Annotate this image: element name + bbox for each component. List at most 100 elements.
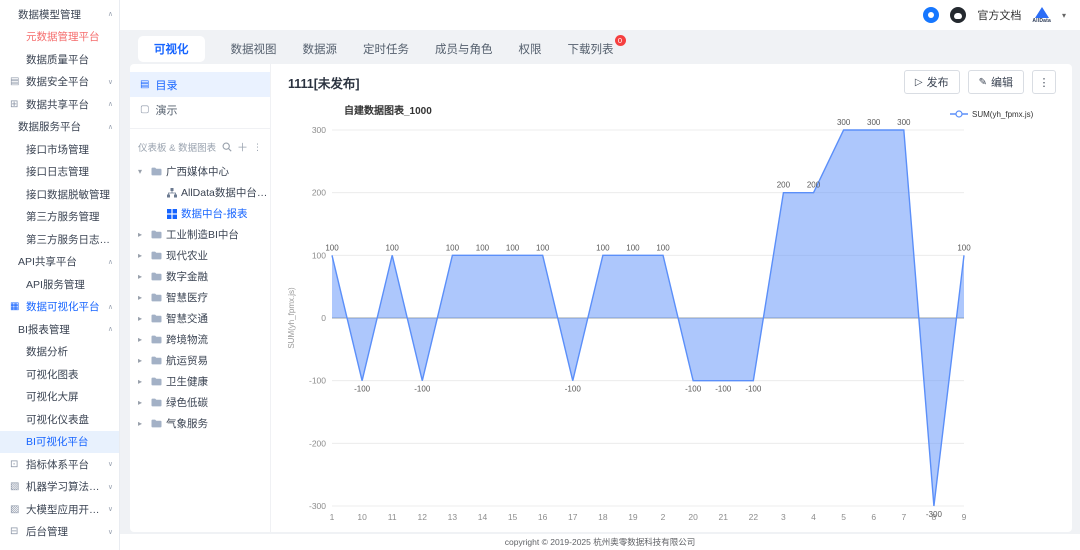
explorer-nav-item[interactable]: ▢ 演示: [130, 97, 270, 122]
share-icon: ⊞: [10, 98, 19, 110]
chevron-down-icon: ∨: [107, 528, 113, 536]
sidebar-item[interactable]: API服务管理: [0, 273, 119, 296]
sidebar-item[interactable]: 可视化图表: [0, 363, 119, 386]
tree-item-label: 卫生健康: [166, 376, 208, 388]
sidebar-item[interactable]: 可视化仪表盘: [0, 408, 119, 431]
sidebar-item[interactable]: ⊡ 指标体系平台 ∨: [0, 453, 119, 476]
github-icon[interactable]: [950, 7, 967, 23]
sidebar-item-label: 数据模型管理: [18, 8, 81, 21]
nav-item-label: 演示: [155, 104, 178, 117]
tree-item[interactable]: ▸ 智慧交通: [130, 308, 270, 329]
more-actions-button[interactable]: ⋮: [1032, 70, 1056, 94]
caret-icon[interactable]: ▸: [138, 377, 143, 386]
community-icon[interactable]: [923, 7, 940, 23]
tab[interactable]: 定时任务: [363, 36, 409, 62]
line-series: [331, 129, 965, 507]
tab-label: 成员与角色: [435, 44, 493, 56]
tab[interactable]: 数据源: [303, 36, 338, 62]
tree-item[interactable]: ▾ 广西媒体中心: [130, 161, 270, 182]
docs-link[interactable]: 官方文档: [977, 10, 1022, 22]
point-label: -100: [715, 385, 732, 394]
sidebar-item-label: 数据质量平台: [26, 53, 89, 66]
tree-item[interactable]: ▸ 现代农业: [130, 245, 270, 266]
sidebar-item[interactable]: 数据模型管理 ∧: [0, 3, 119, 26]
sidebar-item[interactable]: BI可视化平台: [0, 430, 119, 453]
add-icon[interactable]: ＋: [237, 142, 248, 154]
sidebar-item[interactable]: API共享平台 ∧: [0, 251, 119, 274]
tab-label: 可视化: [154, 44, 189, 56]
ml-icon: ▧: [10, 481, 20, 493]
tree-item[interactable]: ▸ 卫生健康: [130, 371, 270, 392]
tree-item[interactable]: ▸ 航运贸易: [130, 350, 270, 371]
caret-icon[interactable]: ▸: [138, 251, 143, 260]
tab[interactable]: 下载列表 0: [568, 35, 626, 62]
explorer-nav: ▤ 目录 ▢ 演示: [130, 72, 270, 122]
sidebar-item[interactable]: ▦ 数据可视化平台 ∧: [0, 296, 119, 319]
sidebar-item-label: 指标体系平台: [26, 458, 89, 471]
sidebar-item[interactable]: 接口日志管理: [0, 161, 119, 184]
sidebar-item[interactable]: 数据分析: [0, 341, 119, 364]
tree-item[interactable]: ▸ 智慧医疗: [130, 287, 270, 308]
caret-icon[interactable]: ▸: [138, 335, 143, 344]
caret-icon[interactable]: ▸: [138, 398, 143, 407]
caret-icon[interactable]: ▸: [138, 419, 143, 428]
sidebar-item[interactable]: 第三方服务管理: [0, 206, 119, 229]
publish-button[interactable]: ▷ 发布: [903, 70, 960, 94]
caret-icon[interactable]: ▸: [138, 272, 143, 281]
caret-icon[interactable]: ▸: [138, 293, 143, 302]
x-tick-label: 5: [841, 512, 846, 522]
caret-icon[interactable]: ▸: [138, 230, 143, 239]
brand-logo[interactable]: AllData: [1032, 6, 1051, 24]
nav-item-icon: ▤: [140, 79, 150, 90]
alldata-logo-icon: [1034, 6, 1049, 18]
tab[interactable]: 权限: [519, 36, 542, 62]
brand-name: AllData: [1032, 17, 1051, 24]
sidebar-item[interactable]: ⊟ 后台管理 ∨: [0, 521, 119, 544]
tree-item-label: 跨境物流: [166, 334, 208, 346]
sidebar-item[interactable]: ▧ 机器学习算法平台 ∨: [0, 476, 119, 499]
more-icon[interactable]: ⋮: [253, 141, 262, 152]
tree-item[interactable]: ▸ 跨境物流: [130, 329, 270, 350]
tree-item[interactable]: ▸ 工业制造BI中台: [130, 224, 270, 245]
y-tick-label: 0: [321, 313, 326, 323]
tree-item[interactable]: ▸ 数字金融: [130, 266, 270, 287]
caret-icon[interactable]: ▸: [138, 314, 143, 323]
tree-item-label: AllData数据中台-数据图...: [181, 187, 270, 199]
edit-icon: ✎: [978, 76, 987, 88]
x-tick-label: 22: [749, 512, 759, 522]
edit-button[interactable]: ✎ 编辑: [967, 70, 1024, 94]
x-tick-label: 4: [811, 512, 816, 522]
tree-item[interactable]: ▸ 气象服务: [130, 413, 270, 434]
badge: 0: [614, 35, 626, 46]
tab[interactable]: 数据视图: [231, 36, 277, 62]
sidebar-item[interactable]: 元数据管理平台: [0, 26, 119, 49]
tree-item[interactable]: ▸ 绿色低碳: [130, 392, 270, 413]
sidebar-item[interactable]: ▤ 数据安全平台 ∨: [0, 71, 119, 94]
tab[interactable]: 成员与角色: [435, 36, 493, 62]
sidebar-item[interactable]: BI报表管理 ∧: [0, 318, 119, 341]
sidebar-item[interactable]: 接口市场管理: [0, 138, 119, 161]
chevron-down-icon[interactable]: ▾: [1061, 10, 1066, 20]
x-tick-label: 12: [418, 512, 428, 522]
tree-item[interactable]: 数据中台-报表: [130, 203, 270, 224]
tree-item[interactable]: AllData数据中台-数据图...: [130, 182, 270, 203]
search-icon[interactable]: [222, 142, 232, 152]
sidebar-item[interactable]: ⊞ 数据共享平台 ∧: [0, 93, 119, 116]
x-tick-label: 18: [598, 512, 608, 522]
point-label: 100: [656, 243, 670, 252]
caret-icon[interactable]: ▸: [138, 356, 143, 365]
point-label: -100: [565, 385, 582, 394]
sidebar-item-label: 接口市场管理: [26, 143, 89, 156]
sidebar-item[interactable]: ▨ 大模型应用开发平台∨: [0, 498, 119, 521]
explorer-nav-item[interactable]: ▤ 目录: [130, 72, 270, 97]
folder-icon: [151, 293, 162, 302]
sidebar-item[interactable]: 数据质量平台: [0, 48, 119, 71]
sidebar-item[interactable]: 数据服务平台 ∧: [0, 116, 119, 139]
sidebar-item[interactable]: 第三方服务日志管理: [0, 228, 119, 251]
legend[interactable]: SUM(yh_fpmx.js): [950, 110, 1034, 119]
tab[interactable]: 可视化: [138, 36, 205, 62]
sidebar-item[interactable]: 接口数据脱敏管理: [0, 183, 119, 206]
caret-icon[interactable]: ▾: [138, 167, 143, 176]
tab-label: 定时任务: [363, 44, 409, 56]
sidebar-item[interactable]: 可视化大屏: [0, 386, 119, 409]
